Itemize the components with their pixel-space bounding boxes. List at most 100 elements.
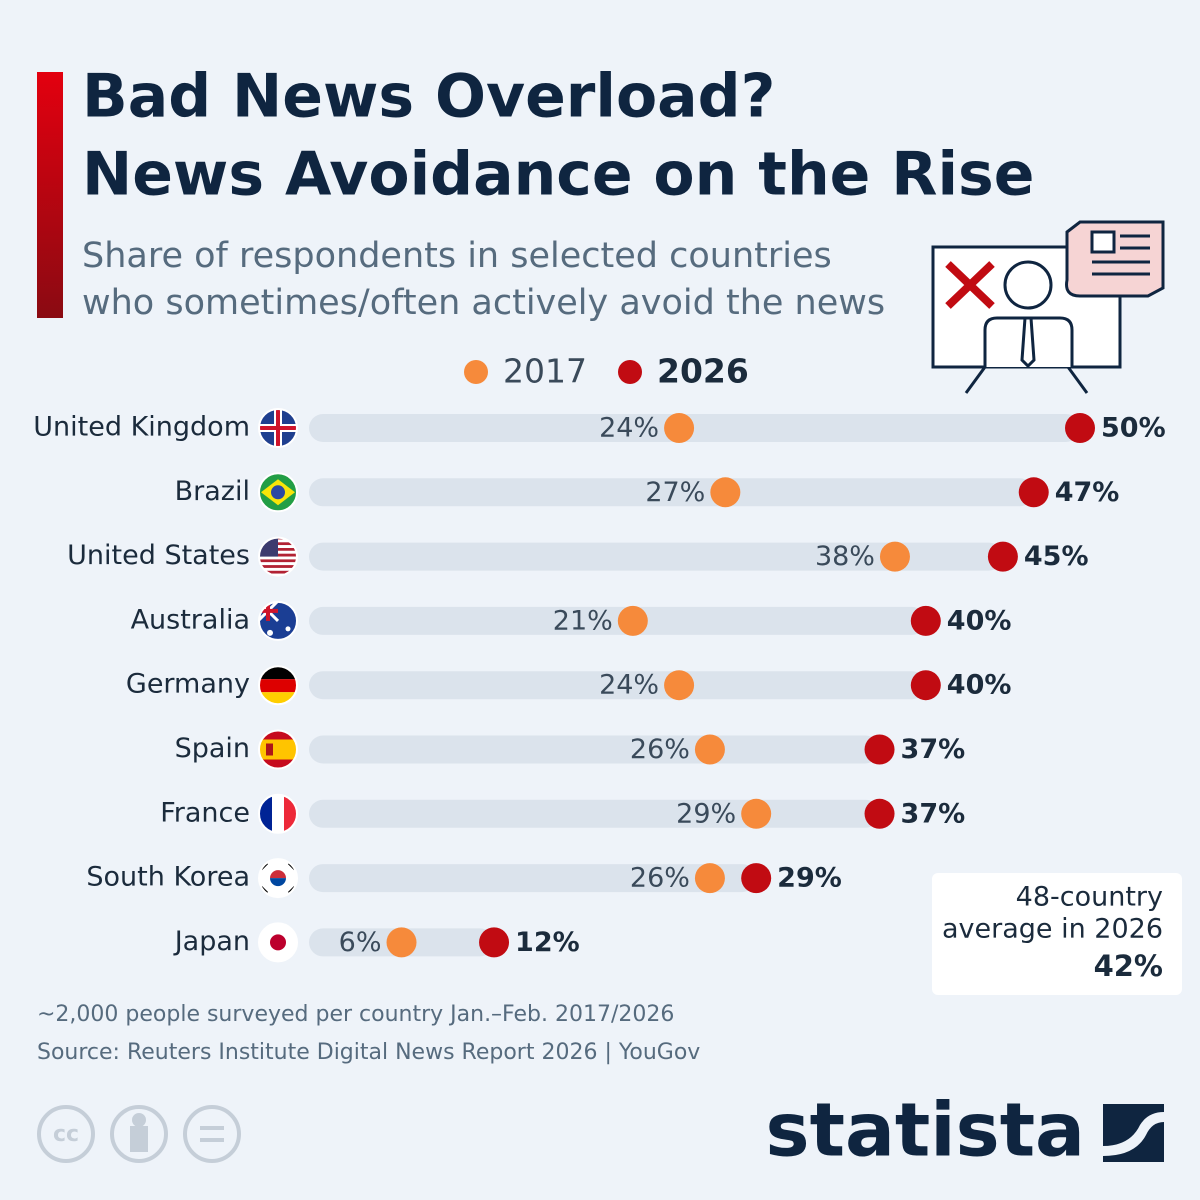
value-label: 24% bbox=[599, 413, 659, 444]
dot-2026 bbox=[987, 541, 1018, 572]
value-label: 26% bbox=[630, 734, 690, 765]
title-line: Bad News Overload? bbox=[82, 62, 775, 132]
value-label: 27% bbox=[645, 477, 705, 508]
track bbox=[309, 864, 757, 893]
dot-2017 bbox=[741, 798, 772, 829]
flag-part bbox=[285, 626, 291, 632]
category-label: France bbox=[160, 797, 250, 828]
flag-border bbox=[258, 408, 298, 448]
flag-part bbox=[259, 570, 297, 574]
value-label: 50% bbox=[1101, 413, 1166, 444]
flag-part bbox=[259, 556, 297, 560]
subtitle-line: who sometimes/often actively avoid the n… bbox=[82, 283, 885, 323]
value-label: 21% bbox=[553, 605, 613, 636]
legend-label: 2017 bbox=[503, 352, 587, 391]
annotation-value: 42% bbox=[1094, 949, 1163, 983]
dot-2017 bbox=[694, 863, 725, 894]
flag bbox=[259, 923, 297, 962]
flag bbox=[259, 409, 297, 447]
value-label: 26% bbox=[630, 863, 690, 894]
title-line: News Avoidance on the Rise bbox=[82, 140, 1034, 210]
dot-2026 bbox=[864, 798, 895, 829]
flag-border bbox=[258, 665, 298, 706]
flag-part bbox=[259, 562, 297, 566]
track bbox=[309, 799, 880, 828]
flag-border bbox=[258, 600, 298, 641]
track bbox=[309, 606, 926, 635]
brand: statista bbox=[766, 1088, 1085, 1174]
value-label: 40% bbox=[947, 670, 1012, 701]
value-label: 37% bbox=[901, 798, 966, 829]
flag bbox=[259, 730, 297, 769]
flag-part bbox=[259, 739, 297, 760]
license-icons: cc bbox=[37, 1105, 241, 1163]
category-label: Spain bbox=[175, 733, 250, 764]
flag-border bbox=[258, 536, 298, 577]
flag-part bbox=[276, 409, 280, 447]
category-label: Japan bbox=[173, 926, 250, 957]
flag-border bbox=[258, 858, 298, 899]
subtitle-line: Share of respondents in selected countri… bbox=[82, 236, 832, 276]
flag-part bbox=[267, 629, 273, 636]
dot-2026 bbox=[910, 605, 941, 636]
dot-2026 bbox=[1065, 413, 1095, 443]
dot-2017 bbox=[386, 927, 417, 958]
flag-part bbox=[272, 794, 284, 833]
legend-label: 2026 bbox=[657, 352, 749, 391]
value-label: 24% bbox=[599, 670, 659, 701]
annotation-box bbox=[932, 873, 1182, 995]
flag-border bbox=[258, 922, 298, 963]
track bbox=[309, 542, 1003, 571]
dot-2017 bbox=[710, 477, 741, 508]
category-label: South Korea bbox=[86, 862, 250, 893]
category-label: United Kingdom bbox=[33, 412, 250, 443]
value-label: 12% bbox=[515, 927, 580, 958]
value-label: 47% bbox=[1055, 477, 1120, 508]
flag-part bbox=[270, 870, 286, 879]
flag-part bbox=[259, 567, 297, 571]
category-label: Brazil bbox=[175, 476, 250, 507]
avg-box: 48-country average in 2026 42% bbox=[932, 873, 1182, 995]
value-label: 40% bbox=[947, 605, 1012, 636]
dot-2017 bbox=[664, 670, 695, 701]
value-label: 29% bbox=[676, 798, 736, 829]
value-label: 6% bbox=[339, 927, 382, 958]
footnote: ~2,000 people surveyed per country Jan.–… bbox=[37, 1002, 674, 1027]
flag-part bbox=[266, 743, 273, 756]
legend-marker bbox=[618, 360, 642, 384]
source: Source: Reuters Institute Digital News R… bbox=[37, 1040, 700, 1065]
category-label: United States bbox=[67, 540, 250, 571]
track bbox=[309, 735, 880, 764]
value-label: 37% bbox=[901, 734, 966, 765]
flag-part bbox=[259, 559, 297, 563]
legend-marker bbox=[464, 360, 488, 384]
flag-part bbox=[259, 565, 297, 568]
value-label: 38% bbox=[815, 541, 875, 572]
flag-part bbox=[270, 934, 286, 951]
dot-2017 bbox=[879, 541, 910, 572]
track bbox=[309, 478, 1034, 507]
dot-2017 bbox=[617, 605, 648, 636]
flag bbox=[259, 473, 297, 512]
illustration bbox=[931, 220, 1165, 394]
flag-part bbox=[259, 679, 297, 693]
flag-part bbox=[271, 485, 285, 500]
annotation-text: average in 2026 bbox=[942, 914, 1163, 945]
brand-logo bbox=[1103, 1104, 1164, 1162]
flag-border bbox=[258, 472, 298, 513]
dot-2026 bbox=[741, 863, 772, 894]
annotation-text: 48-country bbox=[1016, 882, 1163, 913]
accent-bar bbox=[37, 72, 63, 318]
flag-part bbox=[259, 608, 278, 613]
dot-2026 bbox=[1018, 477, 1049, 508]
category-label: Germany bbox=[126, 669, 250, 700]
dot-2026 bbox=[864, 734, 895, 765]
dot-2026 bbox=[479, 927, 510, 958]
dot-2026 bbox=[910, 670, 941, 701]
flag-part bbox=[270, 878, 286, 887]
svg-text:cc: cc bbox=[53, 1122, 79, 1147]
dot-2017 bbox=[694, 734, 725, 765]
value-label: 29% bbox=[777, 863, 842, 894]
dot-2017 bbox=[664, 413, 695, 443]
